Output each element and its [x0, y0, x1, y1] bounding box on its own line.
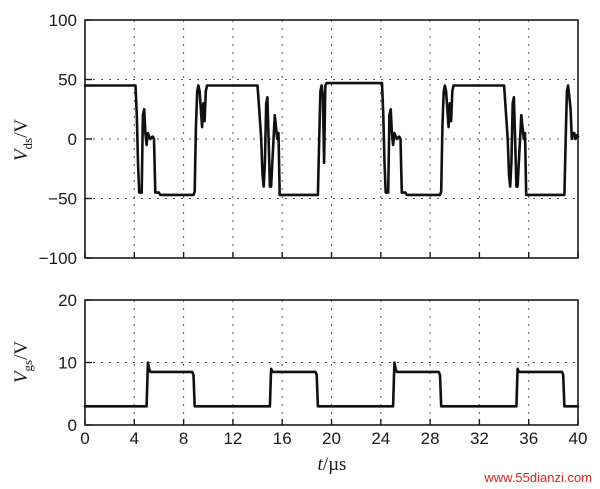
xtick-label: 36 [519, 429, 538, 448]
vds-panel: 100 50 0 −50 −100 [39, 11, 580, 268]
vgs-axis-label: Vgs/V [11, 341, 35, 383]
xtick-label: 12 [223, 429, 242, 448]
vgs-panel: 20 10 00 4 8 12 16 20 24 28 32 36 40 [58, 291, 587, 448]
xtick-label: 8 [179, 429, 188, 448]
watermark-text: www.55dianzi.com [483, 470, 592, 485]
xtick-label: 16 [273, 429, 292, 448]
vds-ytick-label: −100 [39, 249, 77, 268]
vgs-waveform [83, 361, 580, 408]
xtick-label: 32 [470, 429, 489, 448]
vds-waveform [83, 81, 580, 197]
vds-ytick-label: 0 [68, 130, 77, 149]
vds-ytick-label: 100 [49, 11, 77, 30]
vds-ytick-label: 50 [58, 71, 77, 90]
vgs-ytick-label: 10 [58, 354, 77, 373]
xtick-label: 28 [421, 429, 440, 448]
vds-axis-label: Vds/V [11, 119, 35, 161]
time-axis-label: t/µs [318, 454, 347, 475]
xtick-label: 20 [322, 429, 341, 448]
vgs-ytick-label: 20 [58, 291, 77, 310]
xtick-label: 4 [130, 429, 139, 448]
vgs-ytick-label: 0 [68, 416, 77, 435]
xtick-label: 40 [569, 429, 588, 448]
xtick-label: 24 [371, 429, 390, 448]
xtick-label: 0 [80, 429, 89, 448]
vds-ytick-label: −50 [48, 190, 77, 209]
